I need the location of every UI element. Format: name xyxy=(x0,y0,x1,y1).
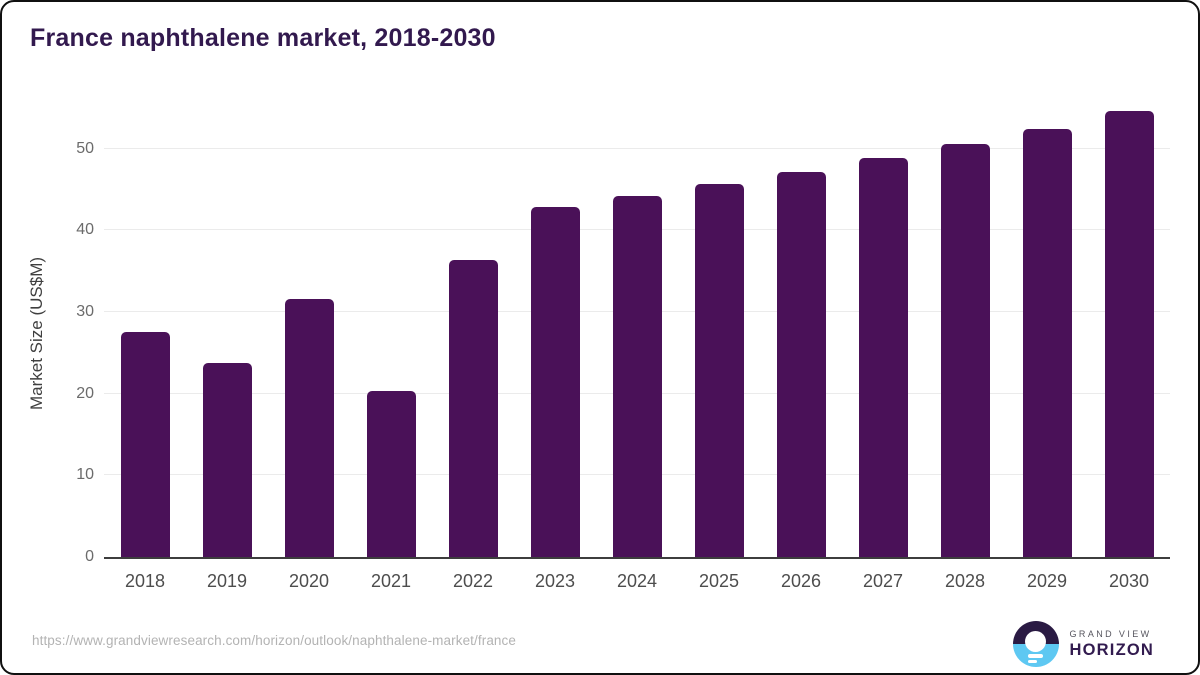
water-ripple xyxy=(1028,654,1044,658)
y-tick-label: 20 xyxy=(76,384,94,402)
y-tick-label: 0 xyxy=(85,548,94,565)
y-tick-label: 10 xyxy=(76,466,94,484)
x-tick-label: 2028 xyxy=(944,571,986,591)
bar-column xyxy=(1088,108,1170,557)
bar-column xyxy=(924,108,1006,557)
y-tick-label: 40 xyxy=(76,221,94,239)
source-url: https://www.grandviewresearch.com/horizo… xyxy=(32,633,516,648)
x-tick-label: 2020 xyxy=(288,571,330,591)
bar-2018 xyxy=(120,331,170,557)
bar-column xyxy=(596,108,678,557)
x-tick-label: 2018 xyxy=(124,571,166,591)
x-tick-label: 2019 xyxy=(206,571,248,591)
x-tick-label: 2026 xyxy=(780,571,822,591)
logo-brand-name: GRAND VIEW xyxy=(1069,628,1152,639)
bar-2022 xyxy=(448,259,498,557)
bar-2024 xyxy=(612,196,662,557)
bar-column xyxy=(268,108,350,557)
logo-product-name: HORIZON xyxy=(1069,640,1154,659)
bar-column xyxy=(678,108,760,557)
bar-column xyxy=(432,108,514,557)
bar-column xyxy=(186,108,268,557)
x-tick-label: 2022 xyxy=(452,571,494,591)
bar-2029 xyxy=(1022,129,1072,557)
bar-2027 xyxy=(858,157,908,557)
x-tick-label: 2024 xyxy=(616,571,658,591)
water-ripple xyxy=(1028,660,1038,663)
bar-column xyxy=(1006,108,1088,557)
x-tick-label: 2027 xyxy=(862,571,904,591)
bar-column xyxy=(842,108,924,557)
y-axis-title: Market Size (US$M) xyxy=(27,256,46,411)
bar-2019 xyxy=(202,362,252,557)
bar-column xyxy=(760,108,842,557)
horizon-sunset-icon xyxy=(1012,621,1059,667)
x-tick-label: 2025 xyxy=(698,571,740,591)
x-tick-label: 2023 xyxy=(534,571,576,591)
bar-column xyxy=(514,108,596,557)
x-tick-label: 2021 xyxy=(370,571,412,591)
grand-view-horizon-logo: GRAND VIEW HORIZON xyxy=(1012,621,1154,667)
bar-2020 xyxy=(284,299,334,557)
bar-2026 xyxy=(776,171,826,557)
bars xyxy=(104,108,1170,557)
bar-column xyxy=(350,108,432,557)
logo-text: GRAND VIEW HORIZON xyxy=(1070,629,1154,660)
y-tick-label: 30 xyxy=(76,303,94,321)
bar-2028 xyxy=(940,143,990,557)
x-tick-label: 2029 xyxy=(1026,571,1068,591)
plot-area: 0 10 20 30 40 50 2018 2019 2020 2021 2022 2023 2024… xyxy=(76,108,1170,591)
bar-2023 xyxy=(530,206,580,557)
x-labels: 2018 2019 2020 2021 2022 2023 2024 2025 2026 2027… xyxy=(104,571,1170,592)
sun-shape xyxy=(1025,631,1047,652)
bar-2025 xyxy=(694,183,744,557)
y-tick-label: 50 xyxy=(76,139,94,157)
chart-title: France naphthalene market, 2018-2030 xyxy=(30,24,496,52)
gridline xyxy=(104,147,1170,149)
x-tick-label: 2030 xyxy=(1108,571,1150,591)
bar-2030 xyxy=(1104,111,1154,557)
bar-2021 xyxy=(366,391,416,557)
bar-column xyxy=(104,108,186,557)
